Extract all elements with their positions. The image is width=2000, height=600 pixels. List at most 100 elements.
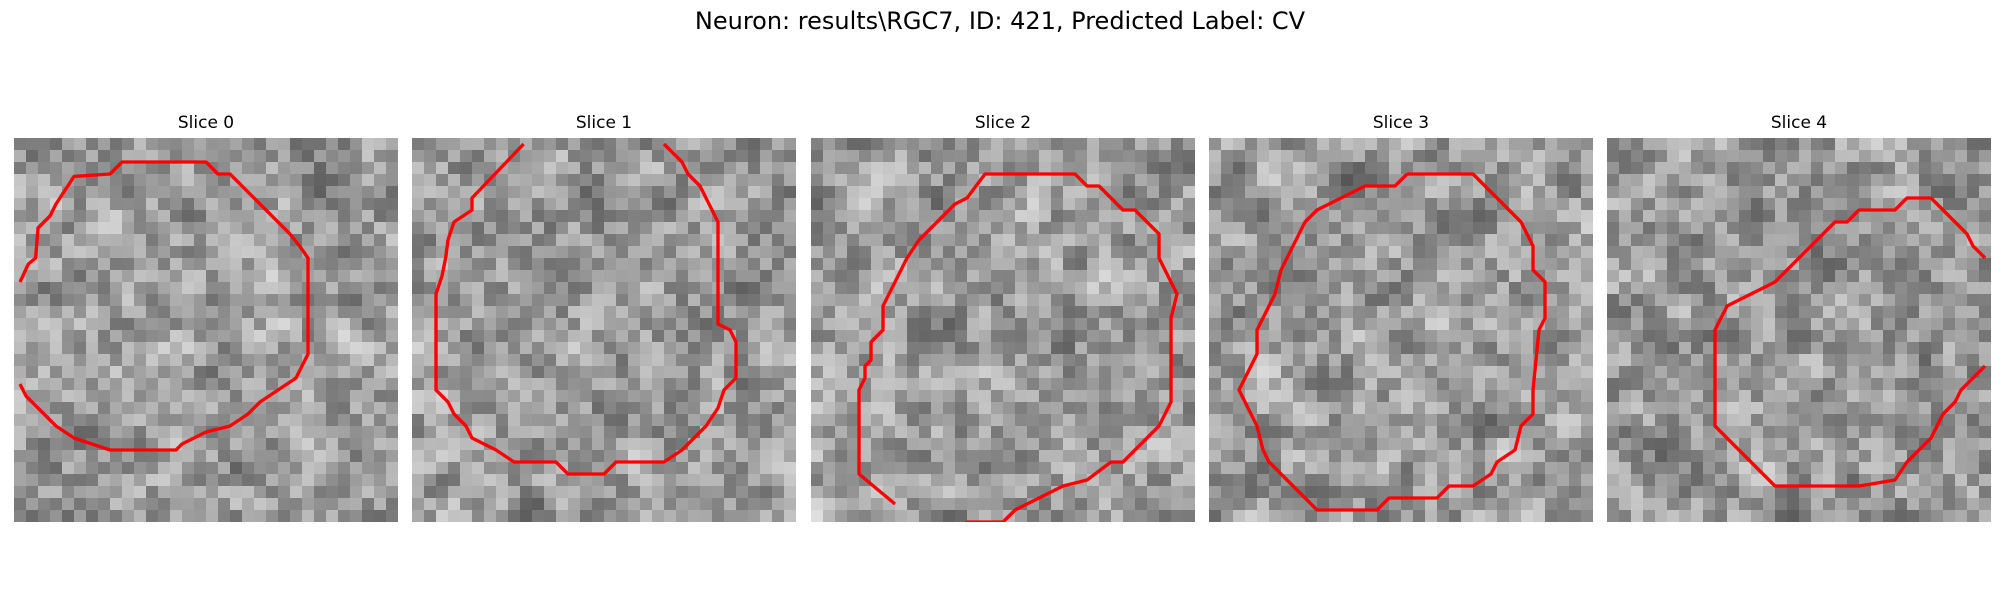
image-pixel — [1377, 294, 1390, 307]
image-pixel — [1365, 342, 1378, 355]
image-pixel — [1859, 354, 1872, 367]
image-pixel — [1545, 258, 1558, 271]
image-pixel — [170, 270, 183, 283]
image-pixel — [700, 438, 713, 451]
image-pixel — [448, 438, 461, 451]
image-pixel — [338, 486, 351, 499]
image-pixel — [1039, 222, 1052, 235]
image-pixel — [628, 150, 641, 163]
image-pixel — [26, 318, 39, 331]
image-pixel — [412, 426, 425, 439]
image-pixel — [871, 474, 884, 487]
image-pixel — [472, 378, 485, 391]
image-pixel — [1039, 438, 1052, 451]
image-pixel — [362, 198, 375, 211]
image-pixel — [1087, 486, 1100, 499]
image-pixel — [871, 414, 884, 427]
image-pixel — [1341, 462, 1354, 475]
image-pixel — [1607, 186, 1620, 199]
image-pixel — [1027, 438, 1040, 451]
image-pixel — [496, 222, 509, 235]
image-pixel — [1655, 174, 1668, 187]
image-pixel — [772, 294, 785, 307]
image-pixel — [278, 474, 291, 487]
image-pixel — [1401, 234, 1414, 247]
image-pixel — [1497, 390, 1510, 403]
image-pixel — [1377, 426, 1390, 439]
image-pixel — [895, 282, 908, 295]
image-pixel — [532, 162, 545, 175]
image-pixel — [1871, 234, 1884, 247]
image-pixel — [652, 318, 665, 331]
image-pixel — [1679, 378, 1692, 391]
image-pixel — [1883, 198, 1896, 211]
image-pixel — [1329, 414, 1342, 427]
image-pixel — [700, 162, 713, 175]
image-pixel — [736, 186, 749, 199]
image-pixel — [1521, 378, 1534, 391]
image-pixel — [110, 138, 123, 151]
image-pixel — [26, 210, 39, 223]
image-pixel — [688, 210, 701, 223]
image-pixel — [362, 174, 375, 187]
image-pixel — [1667, 246, 1680, 259]
image-pixel — [194, 498, 207, 511]
image-pixel — [50, 318, 63, 331]
image-pixel — [712, 174, 725, 187]
image-pixel — [544, 498, 557, 511]
image-pixel — [1691, 162, 1704, 175]
image-pixel — [1171, 234, 1184, 247]
image-pixel — [496, 306, 509, 319]
image-pixel — [664, 210, 677, 223]
image-pixel — [110, 342, 123, 355]
image-pixel — [1607, 342, 1620, 355]
slice-image-4 — [1607, 138, 1991, 522]
image-pixel — [314, 438, 327, 451]
image-pixel — [967, 354, 980, 367]
image-pixel — [1425, 366, 1438, 379]
image-pixel — [943, 330, 956, 343]
image-pixel — [1147, 246, 1160, 259]
image-pixel — [835, 282, 848, 295]
image-pixel — [1485, 282, 1498, 295]
image-pixel — [1643, 366, 1656, 379]
image-pixel — [823, 150, 836, 163]
image-pixel — [652, 342, 665, 355]
image-pixel — [1979, 186, 1991, 199]
image-pixel — [1269, 426, 1282, 439]
image-pixel — [1425, 210, 1438, 223]
image-pixel — [1763, 438, 1776, 451]
image-pixel — [1171, 210, 1184, 223]
image-pixel — [1533, 138, 1546, 151]
image-pixel — [1907, 318, 1920, 331]
image-pixel — [412, 306, 425, 319]
image-pixel — [1569, 294, 1582, 307]
image-pixel — [1209, 438, 1222, 451]
image-pixel — [1919, 174, 1932, 187]
image-pixel — [26, 486, 39, 499]
image-pixel — [1643, 294, 1656, 307]
image-pixel — [700, 486, 713, 499]
image-pixel — [1895, 414, 1908, 427]
image-pixel — [1461, 330, 1474, 343]
image-pixel — [1377, 234, 1390, 247]
image-pixel — [254, 150, 267, 163]
image-pixel — [1847, 306, 1860, 319]
image-pixel — [110, 210, 123, 223]
image-pixel — [955, 486, 968, 499]
image-pixel — [1485, 414, 1498, 427]
image-pixel — [979, 198, 992, 211]
image-pixel — [1329, 378, 1342, 391]
image-pixel — [460, 378, 473, 391]
image-pixel — [1099, 258, 1112, 271]
image-pixel — [1051, 138, 1064, 151]
image-pixel — [472, 318, 485, 331]
image-pixel — [1521, 294, 1534, 307]
image-pixel — [724, 246, 737, 259]
image-pixel — [1111, 306, 1124, 319]
image-pixel — [1039, 210, 1052, 223]
image-pixel — [110, 414, 123, 427]
image-pixel — [955, 366, 968, 379]
image-pixel — [1461, 378, 1474, 391]
image-pixel — [1643, 210, 1656, 223]
